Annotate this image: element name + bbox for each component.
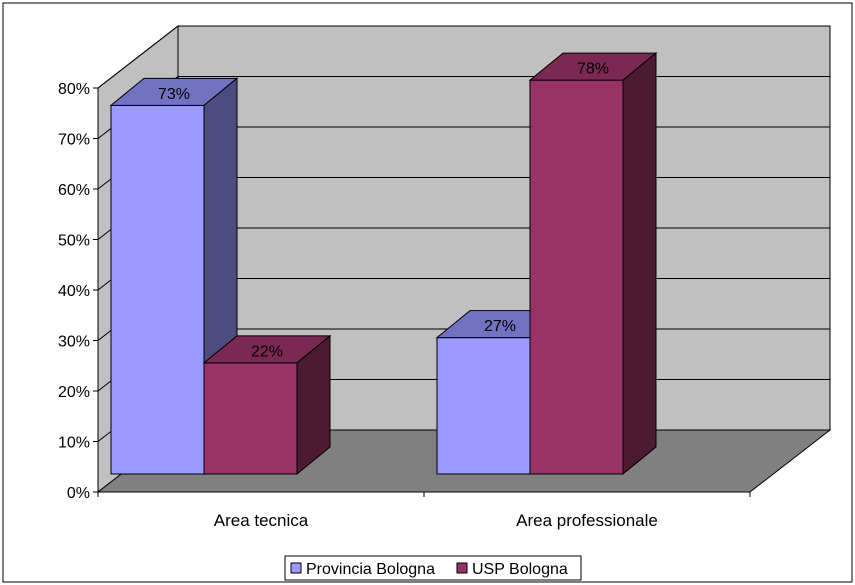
y-tick-label: 20% — [58, 384, 90, 401]
bar-side — [622, 52, 657, 476]
y-tick-label: 0% — [67, 485, 90, 502]
legend: Provincia Bologna USP Bologna — [284, 555, 582, 581]
gridline — [97, 25, 830, 89]
bar-front — [110, 104, 205, 475]
legend-box — [284, 555, 582, 581]
y-tick-label: 50% — [58, 233, 90, 250]
value-axis: 0% 10% 20% 30% 40% 50% 60% 70% 80% — [58, 81, 751, 502]
bar-front — [529, 79, 624, 475]
legend-label: USP Bologna — [472, 561, 568, 578]
bar-front — [436, 337, 531, 475]
y-tick-label: 40% — [58, 283, 90, 300]
bar-usp-bologna — [528, 52, 658, 476]
y-tick-label: 80% — [58, 81, 90, 98]
category-label: Area professionale — [516, 511, 658, 530]
category-label: Area tecnica — [214, 511, 309, 530]
data-label: 22% — [251, 343, 283, 360]
legend-item-usp-bologna: USP Bologna — [456, 561, 568, 578]
data-label: 78% — [577, 61, 609, 78]
labels: Area tecnica Area professionale 73% 22% 27% 7… — [158, 61, 658, 530]
data-label: 73% — [158, 86, 190, 103]
y-tick-label: 30% — [58, 334, 90, 351]
legend-label: Provincia Bologna — [306, 561, 435, 578]
bar-usp-bologna — [202, 334, 332, 476]
y-tick-label: 60% — [58, 182, 90, 199]
bars — [109, 52, 658, 476]
bar-side — [296, 334, 331, 476]
y-tick-label: 70% — [58, 132, 90, 149]
legend-swatch — [456, 562, 468, 574]
legend-swatch — [290, 562, 302, 574]
legend-item-provincia-bologna: Provincia Bologna — [290, 561, 435, 578]
y-tick-label: 10% — [58, 435, 90, 452]
data-label: 27% — [484, 318, 516, 335]
bar-front — [203, 362, 298, 475]
